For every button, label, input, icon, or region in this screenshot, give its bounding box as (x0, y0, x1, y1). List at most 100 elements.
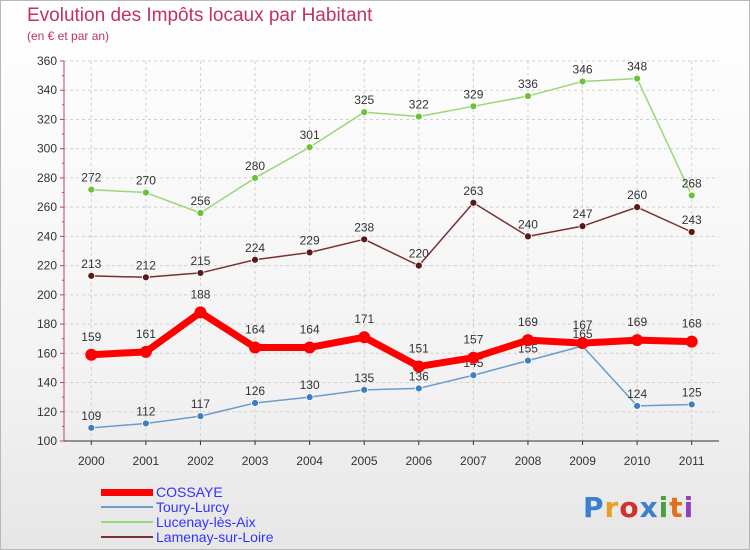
data-point-lucenay-l-s-aix (414, 112, 423, 121)
data-point-toury-lurcy (469, 371, 478, 380)
y-tick-label: 360 (37, 54, 57, 68)
data-label-toury-lurcy: 126 (245, 384, 265, 398)
data-label-lucenay-l-s-aix: 272 (81, 171, 101, 185)
data-label-lucenay-l-s-aix: 301 (300, 128, 320, 142)
data-point-lucenay-l-s-aix (251, 174, 259, 182)
data-point-lamenay-sur-loire (469, 198, 478, 207)
data-label-lamenay-sur-loire: 260 (627, 188, 647, 202)
data-point-toury-lurcy (414, 384, 423, 393)
data-label-toury-lurcy: 117 (191, 397, 210, 411)
data-point-lamenay-sur-loire (687, 228, 696, 236)
y-tick-label: 180 (37, 317, 57, 331)
logo-letter: i (683, 491, 695, 524)
logo-letter: o (619, 491, 640, 524)
x-tick-label: 2001 (133, 454, 160, 468)
data-point-lamenay-sur-loire (578, 222, 587, 231)
data-point-toury-lurcy (360, 385, 369, 394)
data-label-toury-lurcy: 130 (300, 378, 320, 392)
data-label-toury-lurcy: 165 (573, 327, 593, 341)
legend-label: COSSAYE (156, 484, 223, 500)
data-label-cossaye: 164 (300, 322, 320, 336)
data-label-lucenay-l-s-aix: 329 (463, 87, 483, 101)
data-point-cossaye (521, 334, 534, 347)
y-tick-label: 220 (37, 259, 57, 273)
proxiti-logo: Proxiti (583, 491, 694, 524)
data-point-cossaye (467, 351, 480, 364)
data-point-toury-lurcy (87, 423, 96, 432)
data-point-lucenay-l-s-aix (360, 108, 369, 117)
data-label-toury-lurcy: 124 (627, 387, 647, 401)
data-label-lamenay-sur-loire: 224 (245, 241, 265, 255)
data-point-cossaye (194, 306, 207, 319)
y-tick-label: 340 (37, 83, 57, 97)
legend-label: Lucenay-lès-Aix (156, 514, 256, 530)
logo-letter: t (669, 491, 684, 524)
x-tick-label: 2007 (460, 454, 487, 468)
data-point-toury-lurcy (687, 400, 696, 409)
data-point-lamenay-sur-loire (633, 203, 642, 212)
data-label-lucenay-l-s-aix: 268 (682, 176, 702, 190)
series-line-cossaye (87, 308, 696, 370)
data-label-cossaye: 167 (573, 318, 593, 332)
data-point-cossaye (85, 348, 98, 361)
data-point-cossaye (249, 341, 262, 354)
data-point-lamenay-sur-loire (87, 271, 96, 280)
data-label-toury-lurcy: 112 (136, 404, 155, 418)
data-label-cossaye: 157 (463, 333, 483, 347)
chart-title: Evolution des Impôts locaux par Habitant (27, 5, 373, 26)
data-point-cossaye (412, 360, 425, 373)
x-tick-label: 2011 (679, 454, 705, 468)
data-label-cossaye: 168 (682, 317, 702, 331)
data-label-cossaye: 159 (81, 330, 101, 344)
x-tick-label: 2008 (515, 454, 542, 468)
legend-swatch (101, 506, 153, 508)
data-point-lamenay-sur-loire (141, 273, 150, 282)
logo-letter: x (639, 491, 659, 524)
data-point-toury-lurcy (141, 419, 150, 428)
data-label-cossaye: 171 (354, 312, 374, 326)
y-tick-label: 120 (37, 405, 57, 419)
data-label-toury-lurcy: 135 (354, 371, 374, 385)
x-tick-label: 2009 (569, 454, 596, 468)
data-label-toury-lurcy: 109 (81, 409, 101, 423)
data-point-lamenay-sur-loire (196, 269, 205, 277)
logo-letter: i (658, 491, 670, 524)
data-point-lamenay-sur-loire (360, 235, 369, 244)
data-label-lucenay-l-s-aix: 322 (409, 98, 429, 112)
data-point-lamenay-sur-loire (414, 261, 423, 270)
y-tick-label: 200 (37, 288, 57, 302)
legend-label: Toury-Lurcy (156, 499, 230, 515)
data-point-toury-lurcy (524, 356, 532, 365)
data-label-cossaye: 169 (627, 315, 647, 329)
x-tick-label: 2010 (624, 454, 651, 468)
data-label-lucenay-l-s-aix: 256 (190, 194, 210, 208)
data-point-cossaye (303, 341, 316, 354)
y-tick-label: 160 (37, 346, 57, 360)
y-tick-label: 300 (37, 142, 57, 156)
data-label-lamenay-sur-loire: 220 (409, 247, 429, 261)
data-label-lamenay-sur-loire: 240 (518, 217, 538, 231)
x-tick-label: 2003 (242, 454, 269, 468)
x-tick-label: 2000 (78, 454, 105, 468)
data-point-lucenay-l-s-aix (687, 191, 696, 200)
data-point-cossaye (139, 345, 152, 358)
data-point-lucenay-l-s-aix (524, 92, 532, 100)
legend-label: Lamenay-sur-Loire (156, 529, 274, 545)
data-point-cossaye (358, 331, 371, 344)
y-tick-label: 100 (37, 434, 57, 448)
logo-letter: r (604, 491, 620, 524)
data-point-cossaye (685, 335, 698, 348)
data-label-lucenay-l-s-aix: 336 (518, 77, 538, 91)
logo-letter: P (583, 491, 605, 524)
series-line-toury-lurcy (90, 345, 693, 429)
series-line-lucenay-l-s-aix (90, 77, 693, 214)
data-point-lucenay-l-s-aix (633, 74, 642, 83)
legend-swatch (101, 536, 153, 538)
series-line-lamenay-sur-loire (90, 202, 693, 279)
data-label-lucenay-l-s-aix: 270 (136, 174, 156, 188)
data-label-lamenay-sur-loire: 238 (354, 220, 374, 234)
data-label-toury-lurcy: 136 (409, 369, 429, 383)
data-point-lamenay-sur-loire (524, 232, 532, 241)
